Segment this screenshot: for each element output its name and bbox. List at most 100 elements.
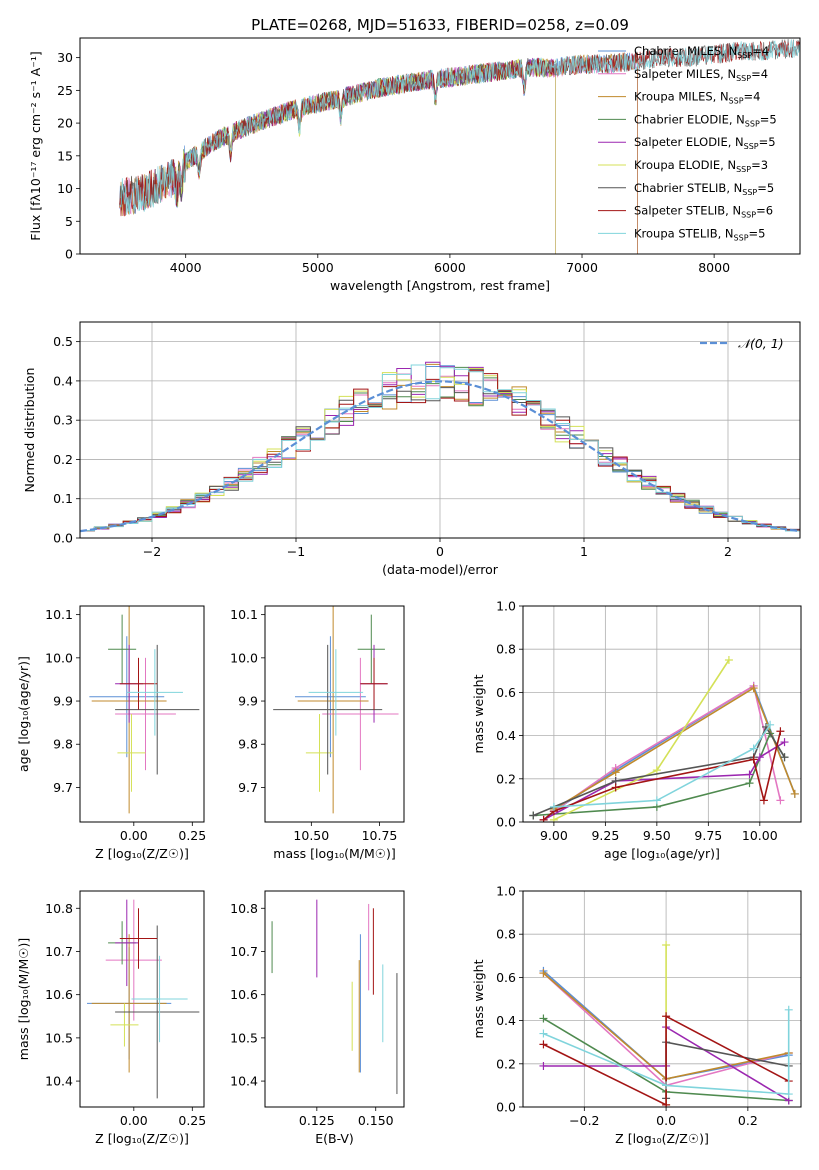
y-axis-label: mass weight [471,959,486,1038]
x-axis-label: E(B-V) [315,1131,354,1146]
x-axis-label: Z [log₁₀(Z/Z☉)] [615,1131,709,1146]
x-tick-label: 0.2 [738,1113,758,1128]
legend-label: Chabrier MILES, NSSP=4 [634,44,769,60]
x-tick-label: 9.50 [643,828,671,843]
x-tick-label: 0.00 [120,828,148,843]
weight-line-kroupa-stelib [543,1009,790,1095]
errorbar-point [297,606,369,814]
weight-marker [549,815,558,822]
y-tick-label: 0.4 [496,1013,516,1028]
x-tick-label: 8000 [698,260,730,275]
y-tick-label: 5 [65,214,73,229]
weight-marker [539,1040,548,1049]
errorbar-point [115,644,200,775]
weight-marker [652,796,661,805]
x-tick-label: 2 [724,544,732,559]
x-tick-label: 9.75 [694,828,722,843]
weight-marker [611,768,620,777]
plot-area [271,899,398,1095]
errorbar-point [360,657,388,710]
errorbar-point [115,657,176,771]
y-tick-label: 0.8 [496,927,516,942]
weight-marker [749,744,758,753]
legend-label: Kroupa MILES, NSSP=4 [634,90,760,106]
x-tick-label: 7000 [566,260,598,275]
y-tick-label: 15 [57,148,73,163]
plot-area [539,941,793,1107]
y-tick-label: 10.0 [45,650,73,665]
panel-spectrum: 4000 5000 6000 7000 8000 0 5 10 15 20 25 30 waveleng… [28,37,801,293]
y-tick-label: 0.6 [496,685,516,700]
x-tick-label: 9.25 [591,828,619,843]
y-tick-label: 10.7 [45,944,73,959]
x-tick-label: 0.00 [120,1113,148,1128]
plot-area [529,656,799,822]
y-tick-label: 0.3 [53,413,73,428]
x-tick-label: 0.0 [656,1113,676,1128]
panel-age_vs_Z: 0.00 0.25 9.7 9.8 9.9 10.0 10.1 Z [log₁₀(Z/Z☉)]… [16,605,206,861]
legend-label: Kroupa STELIB, NSSP=5 [634,226,765,242]
weight-line-chabrier-stelib [532,725,786,817]
y-axis-label: mass weight [471,674,486,753]
axes-frame [79,890,205,1108]
weight-marker [745,770,754,779]
plot-area [119,39,800,254]
legend-label: Chabrier ELODIE, NSSP=5 [634,112,777,128]
errorbar-point [108,614,137,684]
panel-residuals: −2 −1 0 1 2 0.0 0.1 0.2 0.3 0.4 0.5 (data-model)/er… [22,321,801,577]
x-axis-label: (data-model)/error [382,562,499,577]
weight-marker [790,789,799,798]
y-tick-label: 10.7 [230,944,258,959]
y-axis-label: Flux [fλ10⁻¹⁷ erg cm⁻² s⁻¹ A⁻¹] [28,51,43,240]
weight-marker [662,1100,671,1107]
weight-marker [776,727,785,736]
weight-marker [611,783,620,792]
y-tick-label: 25 [57,83,73,98]
errorbar-point [294,636,366,758]
errorbar-point [119,657,158,710]
errorbar-point [91,934,167,1073]
y-tick-label: 10.4 [45,1074,73,1089]
axes-frame [264,605,405,823]
weight-marker [549,802,558,811]
errorbar-point [117,714,146,792]
y-axis-label: age [log₁₀(age/yr)] [16,656,31,772]
y-tick-label: 0.5 [53,334,73,349]
errorbar-point [105,899,162,1021]
weight-marker [662,941,671,949]
x-tick-label: 10.00 [742,828,778,843]
legend-label: Salpeter ELODIE, NSSP=5 [634,135,776,151]
y-tick-label: 9.7 [238,780,258,795]
spectrum-line-chabrier-elodie [172,58,556,202]
legend-label: 𝒩(0, 1) [738,336,784,351]
weight-marker [780,738,789,747]
histogram-kroupa-stelib [80,364,800,538]
axes-frame [79,321,801,539]
y-tick-label: 0.4 [53,373,73,388]
errorbar-point [357,614,385,684]
errorbar-point [115,899,139,987]
axes-frame [264,890,405,1108]
y-tick-label: 0.4 [496,728,516,743]
errorbar-point [273,644,383,775]
x-tick-label: 10.75 [362,828,398,843]
x-axis-label: Z [log₁₀(Z/Z☉)] [95,1131,189,1146]
weight-marker [749,755,758,764]
y-tick-label: 20 [57,116,73,131]
panel-weight_vs_age: 9.00 9.25 9.50 9.75 10.00 0.0 0.2 0.4 0.6 0.8 1.0 a… [471,599,802,861]
weight-line-salpeter-stelib [543,1014,790,1107]
y-tick-label: 1.0 [496,884,516,899]
y-tick-label: 0.2 [496,1056,516,1071]
errorbar-point [305,714,334,792]
weight-line-salpeter-stelib [543,731,782,821]
weight-marker [539,1061,548,1070]
y-tick-label: 0.0 [53,531,73,546]
weight-marker [539,815,548,822]
y-tick-label: 9.8 [53,737,73,752]
weight-marker [662,1081,671,1090]
weight-marker [745,779,754,788]
y-tick-label: 0.8 [496,642,516,657]
y-tick-label: 0 [65,247,73,262]
x-tick-label: 0.25 [178,828,206,843]
legend-label: Kroupa ELODIE, NSSP=3 [634,158,768,174]
